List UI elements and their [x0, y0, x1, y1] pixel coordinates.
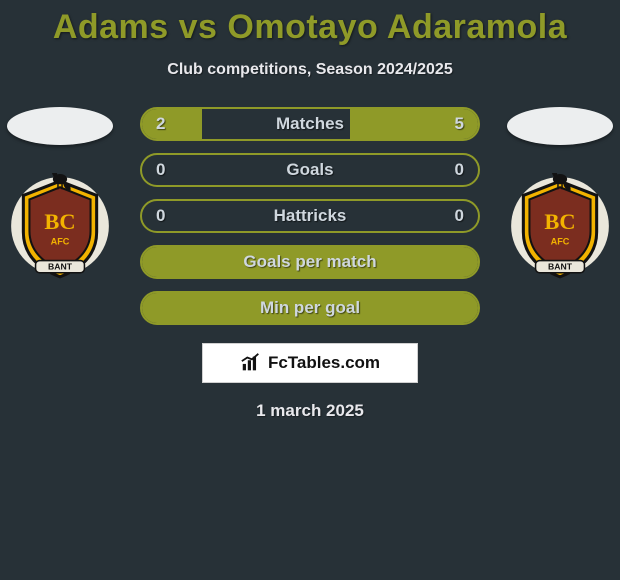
- country-flag-right: [507, 107, 613, 145]
- svg-text:BC: BC: [44, 209, 75, 234]
- footer-date: 1 march 2025: [0, 401, 620, 421]
- stat-label: Min per goal: [142, 298, 478, 318]
- club-crest-icon: BC AFC BANT: [9, 173, 111, 285]
- watermark: FcTables.com: [202, 343, 418, 383]
- svg-text:AFC: AFC: [51, 236, 70, 246]
- player-left-column: BC AFC BANT: [0, 107, 120, 285]
- page-subtitle: Club competitions, Season 2024/2025: [0, 61, 620, 79]
- stat-bar: Min per goal: [140, 291, 480, 325]
- stat-bar: 00Goals: [140, 153, 480, 187]
- stat-bar: 25Matches: [140, 107, 480, 141]
- svg-text:AFC: AFC: [551, 236, 570, 246]
- svg-text:BANT: BANT: [48, 262, 73, 272]
- stat-bar: 00Hattricks: [140, 199, 480, 233]
- comparison-panel: BC AFC BANT BC AFC: [0, 107, 620, 421]
- player-right-column: BC AFC BANT: [500, 107, 620, 285]
- bar-chart-icon: [240, 352, 262, 374]
- club-badge-left: BC AFC BANT: [9, 173, 111, 285]
- country-flag-left: [7, 107, 113, 145]
- club-crest-icon: BC AFC BANT: [509, 173, 611, 285]
- stat-label: Hattricks: [142, 206, 478, 226]
- stat-label: Goals: [142, 160, 478, 180]
- svg-text:BC: BC: [544, 209, 575, 234]
- club-badge-right: BC AFC BANT: [509, 173, 611, 285]
- watermark-text: FcTables.com: [268, 353, 380, 373]
- svg-text:BANT: BANT: [548, 262, 573, 272]
- stat-bar: Goals per match: [140, 245, 480, 279]
- stat-label: Matches: [142, 114, 478, 134]
- stat-bars: 25Matches 00Goals 00Hattricks Goals per mat…: [140, 107, 480, 325]
- page-title: Adams vs Omotayo Adaramola: [0, 0, 620, 47]
- stat-label: Goals per match: [142, 252, 478, 272]
